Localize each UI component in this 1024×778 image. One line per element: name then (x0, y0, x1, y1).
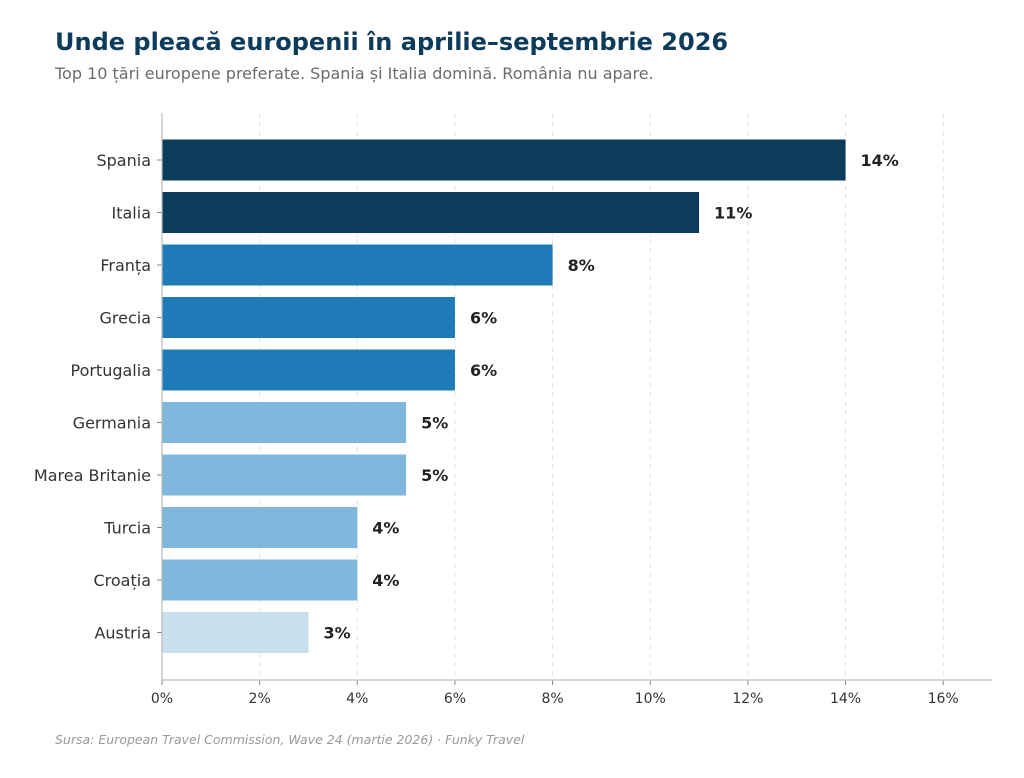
category-label: Turcia (103, 519, 151, 538)
bar (162, 559, 358, 601)
category-label: Grecia (99, 309, 151, 328)
value-label: 11% (714, 204, 752, 223)
bar (162, 244, 553, 286)
value-label: 6% (470, 361, 497, 380)
value-label: 3% (323, 624, 350, 643)
axes (157, 113, 992, 685)
category-label: Germania (73, 414, 151, 433)
value-label: 14% (861, 151, 899, 170)
x-tick-label: 2% (249, 691, 271, 707)
x-tick-label: 0% (151, 691, 173, 707)
category-label: Italia (112, 204, 152, 223)
x-tick-label: 12% (732, 691, 763, 707)
x-tick-label: 14% (830, 691, 861, 707)
chart-subtitle: Top 10 țări europene preferate. Spania ș… (55, 64, 654, 83)
bar (162, 297, 455, 338)
value-label: 4% (372, 519, 399, 538)
bar (162, 139, 846, 181)
bar (162, 507, 358, 548)
bar (162, 402, 407, 443)
category-label: Portugalia (70, 361, 151, 380)
labels: 0% 2% 4% 6% 8% 10% 12% 14% 16% Spania 14% Italia 11%… (34, 151, 959, 707)
value-label: 4% (372, 571, 399, 590)
category-label: Franța (100, 256, 151, 275)
x-tick-label: 6% (444, 691, 466, 707)
bar (162, 612, 309, 653)
bar (162, 349, 455, 391)
chart-title: Unde pleacă europenii în aprilie–septemb… (55, 28, 729, 56)
value-label: 6% (470, 309, 497, 328)
value-label: 8% (568, 256, 595, 275)
value-label: 5% (421, 466, 448, 485)
x-tick-label: 8% (541, 691, 563, 707)
category-label: Marea Britanie (34, 466, 151, 485)
category-label: Spania (96, 151, 151, 170)
value-label: 5% (421, 414, 448, 433)
bars (162, 139, 846, 653)
bar (162, 454, 407, 496)
category-label: Austria (94, 624, 151, 643)
x-tick-label: 4% (346, 691, 368, 707)
bar (162, 192, 700, 233)
x-tick-label: 16% (928, 691, 959, 707)
x-tick-label: 10% (635, 691, 666, 707)
source-note: Sursa: European Travel Commission, Wave … (55, 732, 525, 747)
category-label: Croația (93, 571, 151, 590)
